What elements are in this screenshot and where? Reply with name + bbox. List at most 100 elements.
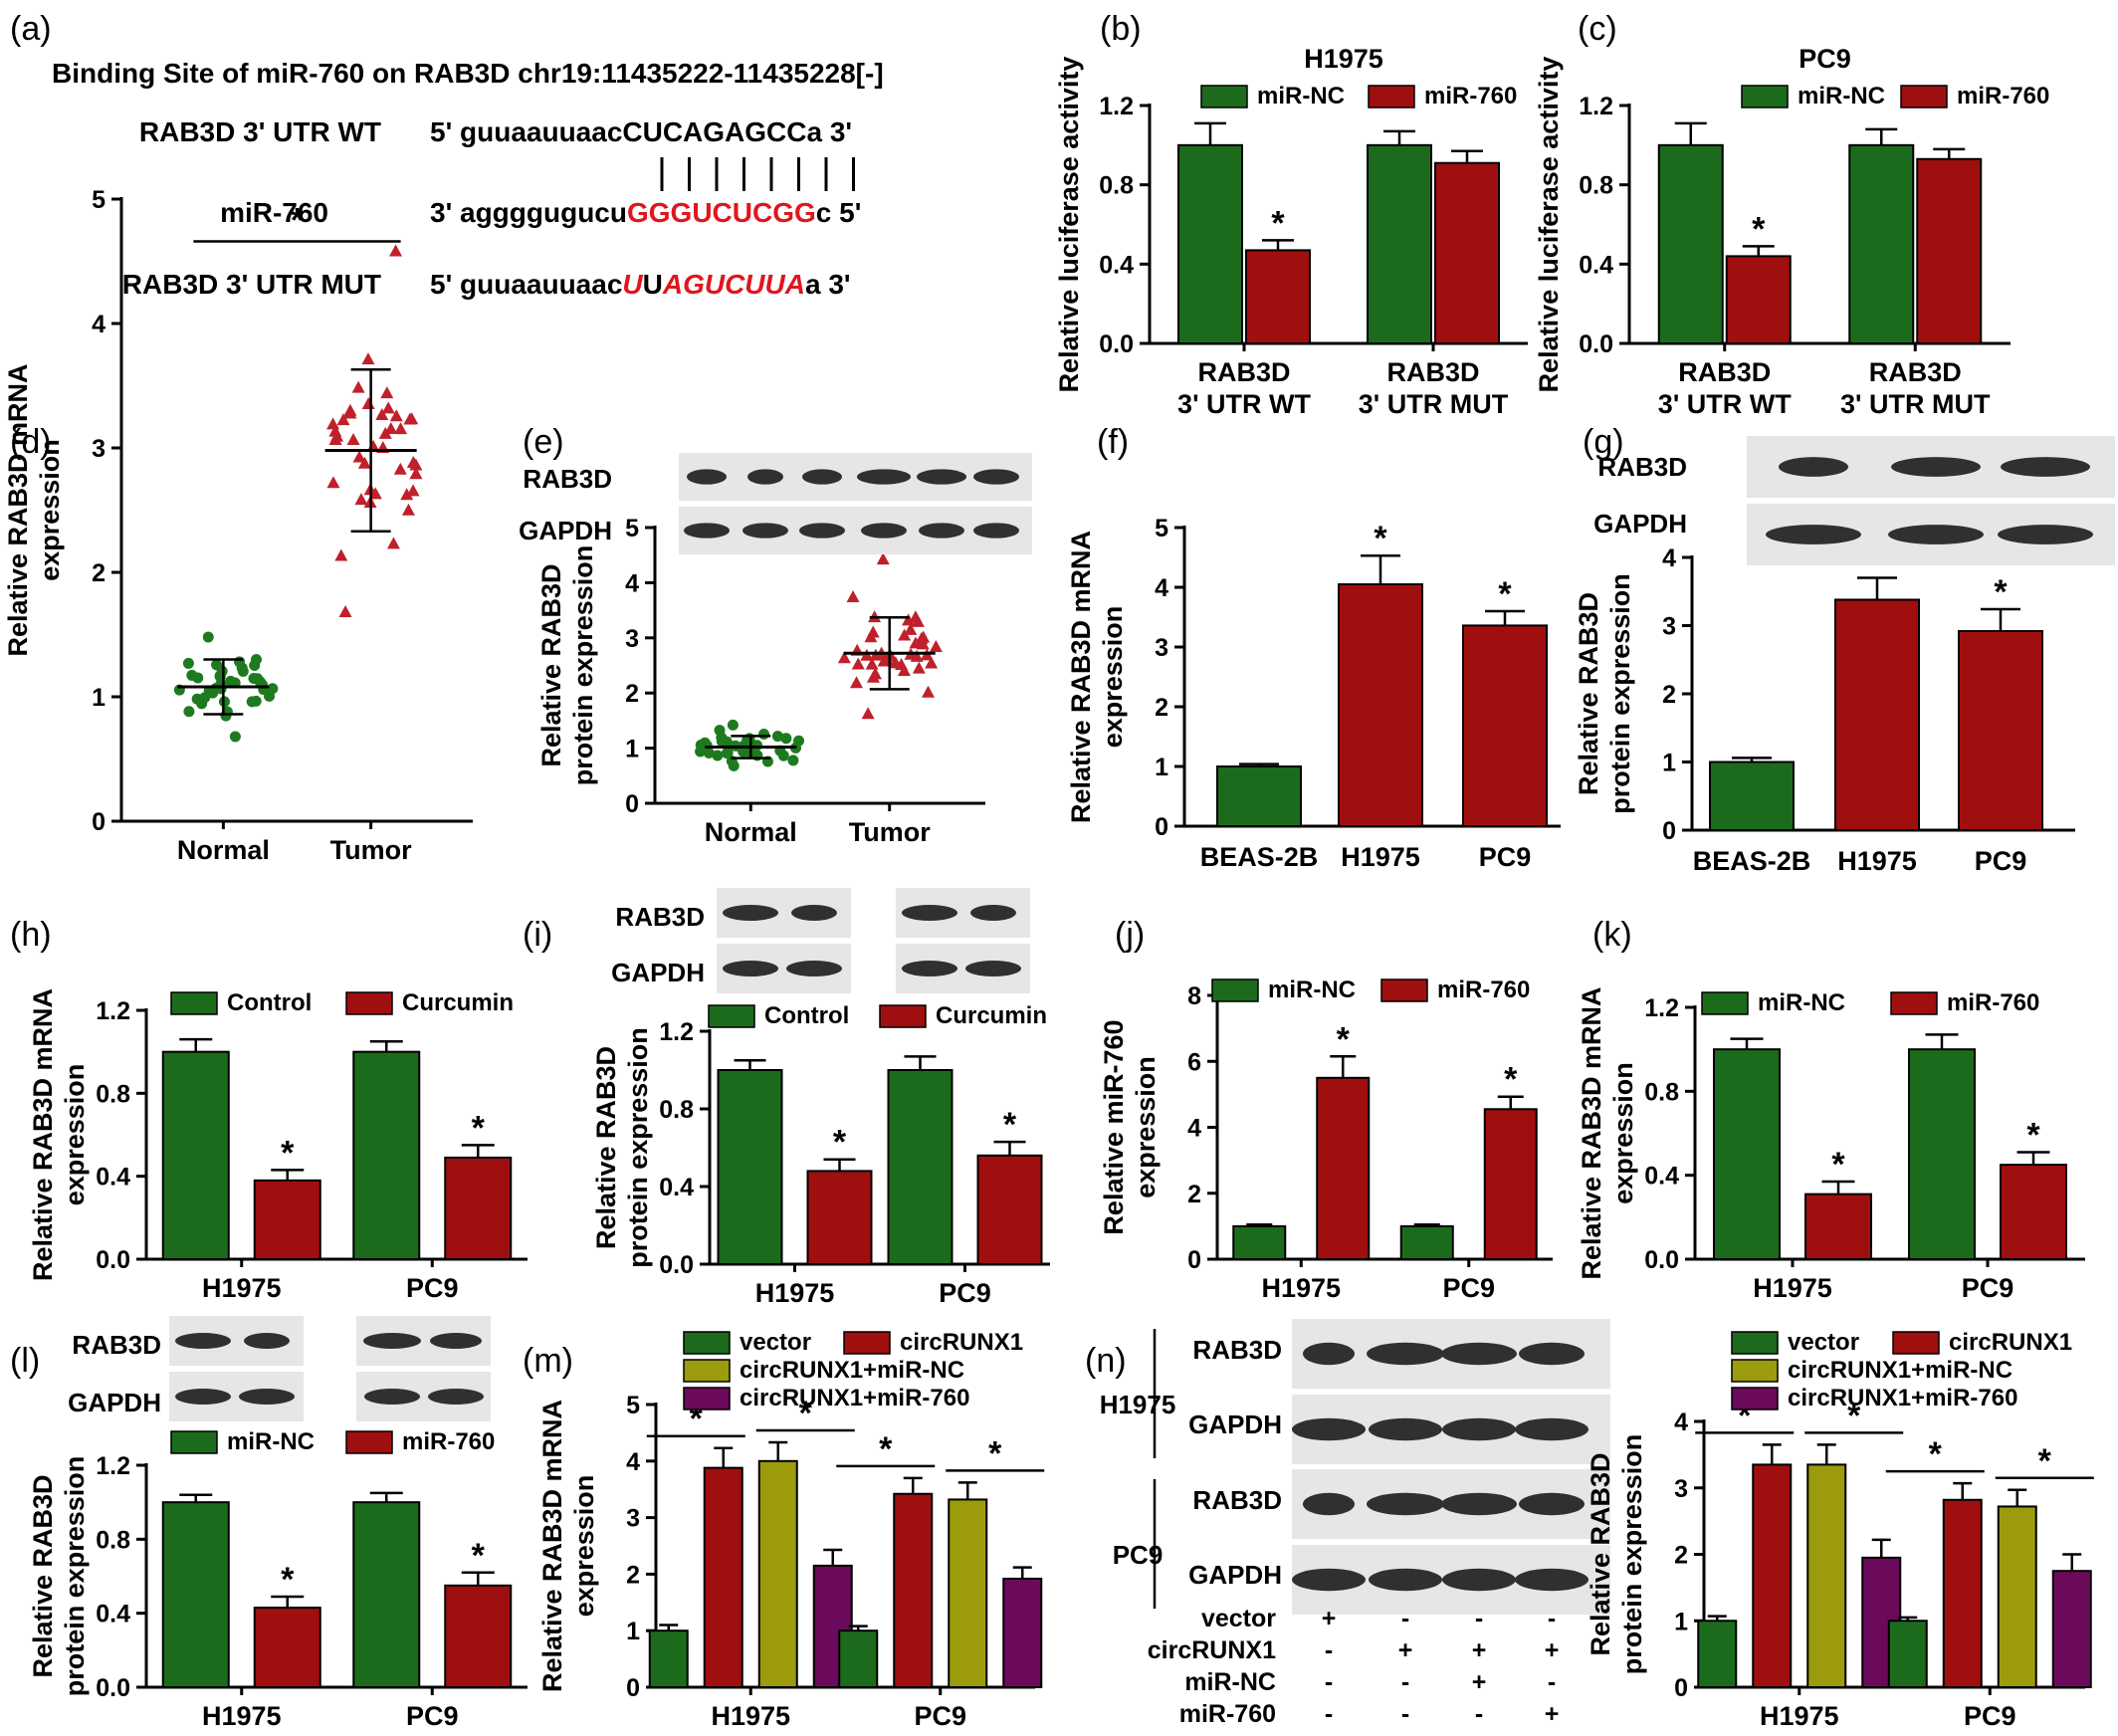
bar (1483, 1108, 1538, 1260)
sequence-part: 5' guuaauuaac (430, 116, 622, 147)
y-axis-label: expression (60, 1064, 90, 1206)
significance-star: * (472, 1537, 486, 1575)
panel-m: (m) 0 1 2 3 4 5 Relative RAB3D mRNA expression H1… (523, 1329, 1045, 1731)
y-tick-label: 2 (1662, 681, 1676, 709)
y-tick-label: 0.4 (659, 1174, 694, 1201)
chart-title: PC9 (1799, 44, 1851, 74)
y-tick-label: 0.8 (1579, 172, 1613, 200)
legend-swatch (345, 991, 393, 1015)
x-tick-label: PC9 (1442, 1273, 1495, 1303)
y-tick-label: 5 (625, 515, 639, 542)
data-point (897, 664, 911, 677)
condition-mark: - (1475, 1700, 1483, 1728)
data-point (716, 736, 728, 748)
blot-label: RAB3D (523, 464, 612, 494)
blot-band (430, 1333, 482, 1349)
blot-label: GAPDH (1188, 1410, 1282, 1439)
x-tick-label: Normal (705, 817, 797, 847)
data-point (389, 409, 403, 422)
y-axis-label: Relative RAB3D (536, 563, 566, 766)
panel-label: (b) (1100, 10, 1142, 48)
data-point (354, 493, 368, 506)
condition-mark: + (1322, 1605, 1337, 1632)
bar (1958, 629, 2043, 831)
legend-label: circRUNX1+miR-760 (1788, 1385, 2017, 1411)
bar (1942, 1498, 1983, 1689)
y-tick-label: 0.8 (96, 1080, 130, 1108)
y-tick-label: 0 (1155, 813, 1168, 841)
blot-band (970, 905, 1016, 921)
y-axis-label: expression (1131, 1056, 1161, 1198)
y-tick-label: 1.2 (1579, 93, 1613, 120)
sequence-part: 3' aggggugucu (430, 197, 627, 228)
data-point (409, 467, 423, 480)
legend-swatch (1368, 85, 1415, 108)
x-tick-label: BEAS-2B (1200, 842, 1319, 872)
y-tick-label: 5 (1155, 515, 1168, 542)
legend-swatch (1741, 85, 1789, 108)
bar (1804, 1193, 1872, 1261)
bar (1316, 1076, 1371, 1260)
blot-band (244, 1333, 290, 1349)
data-point (861, 707, 875, 720)
data-point (902, 613, 916, 626)
y-axis-label: Relative RAB3D (1586, 1452, 1615, 1655)
condition-mark: + (1545, 1636, 1560, 1664)
y-tick-label: 0 (1674, 1674, 1688, 1702)
data-point (361, 352, 375, 365)
x-tick-label: 3' UTR WT (1177, 389, 1311, 419)
data-point (229, 731, 241, 743)
blot-band (786, 961, 842, 976)
data-point (250, 695, 262, 707)
data-point (406, 455, 420, 468)
panel-h: (h) 0.0 0.4 0.8 1.2 Relative RAB3D mRNA expres… (10, 916, 528, 1303)
condition-mark: - (1325, 1636, 1333, 1664)
y-axis-label: Relative RAB3D (28, 1474, 58, 1677)
bar (1462, 624, 1548, 828)
x-tick-label: PC9 (1962, 1273, 2014, 1303)
data-point (393, 462, 407, 475)
blot-label: RAB3D (1192, 1485, 1282, 1515)
blot-band (363, 1333, 421, 1349)
data-point (394, 422, 408, 435)
y-tick-label: 0.0 (1644, 1246, 1679, 1274)
sequence-name: RAB3D 3' UTR MUT (122, 269, 381, 300)
blot-band (239, 1389, 295, 1405)
bar (444, 1584, 513, 1688)
blot-band (902, 961, 957, 976)
y-tick-label: 0.4 (1099, 251, 1134, 279)
legend-label: circRUNX1 (900, 1329, 1023, 1356)
legend-label: Curcumin (402, 989, 514, 1016)
significance-star: * (1847, 1397, 1861, 1434)
data-point (346, 432, 360, 445)
y-tick-label: 3 (625, 625, 639, 653)
y-tick-label: 0.4 (1579, 251, 1613, 279)
blot-label: GAPDH (611, 958, 705, 987)
data-point (912, 661, 926, 674)
y-axis-label: expression (1608, 1062, 1638, 1204)
bar (253, 1607, 321, 1689)
panel-label: (a) (10, 10, 52, 48)
legend-swatch (708, 1004, 755, 1028)
sequence-part: GGGUCUCGG (627, 197, 816, 228)
significance-star: * (988, 1434, 1002, 1472)
significance-star: * (1271, 204, 1285, 242)
blot-band (1292, 1568, 1366, 1592)
bar (1216, 765, 1302, 827)
x-tick-label: PC9 (1479, 842, 1532, 872)
data-point (352, 450, 366, 463)
significance-star: * (1831, 1146, 1845, 1184)
legend-label: miR-NC (1257, 83, 1345, 109)
data-point (357, 456, 371, 469)
data-point (837, 651, 851, 664)
blot-band (684, 523, 730, 539)
y-tick-label: 0 (626, 1674, 640, 1702)
sequence-part: c 5' (816, 197, 862, 228)
y-tick-label: 0.4 (96, 1601, 130, 1628)
significance-star: * (799, 1395, 813, 1432)
condition-mark: + (1472, 1668, 1487, 1696)
data-point (380, 386, 394, 399)
panel-label: (l) (10, 1342, 40, 1380)
legend-swatch (1892, 1331, 1940, 1355)
bar (1367, 143, 1432, 344)
